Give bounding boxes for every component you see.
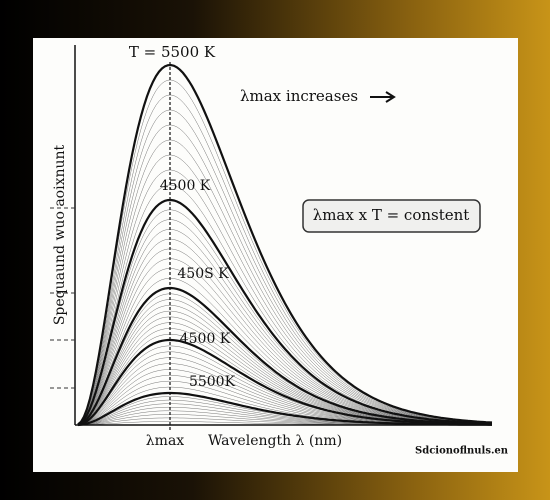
curve-label: 5500K <box>189 374 236 390</box>
x-axis-label: Wavelength λ (nm) <box>208 433 342 449</box>
curve <box>77 286 492 426</box>
curve <box>77 109 493 425</box>
formula: λmax x T = constent <box>313 206 470 224</box>
curve-label: 450S K <box>177 266 229 282</box>
watermark: Sdcionoflnuls.en <box>415 446 509 457</box>
curve-label: 4500 K <box>180 331 231 347</box>
arrow <box>370 91 396 103</box>
curve <box>77 63 493 426</box>
y-axis-label: Spequaund wuo aoixnunt <box>52 144 68 325</box>
curve <box>77 154 493 425</box>
curve <box>77 338 492 426</box>
increases-label: λmax increases <box>240 87 358 105</box>
lambda-max-label: λmax <box>146 433 184 449</box>
curve <box>77 139 493 425</box>
formula-box <box>302 199 481 233</box>
curve <box>77 198 493 426</box>
curve <box>77 124 493 425</box>
curve <box>77 238 493 425</box>
curve <box>77 391 492 427</box>
curve-label: T = 5500 K <box>129 43 216 61</box>
curve-label: 4500 K <box>160 178 211 194</box>
